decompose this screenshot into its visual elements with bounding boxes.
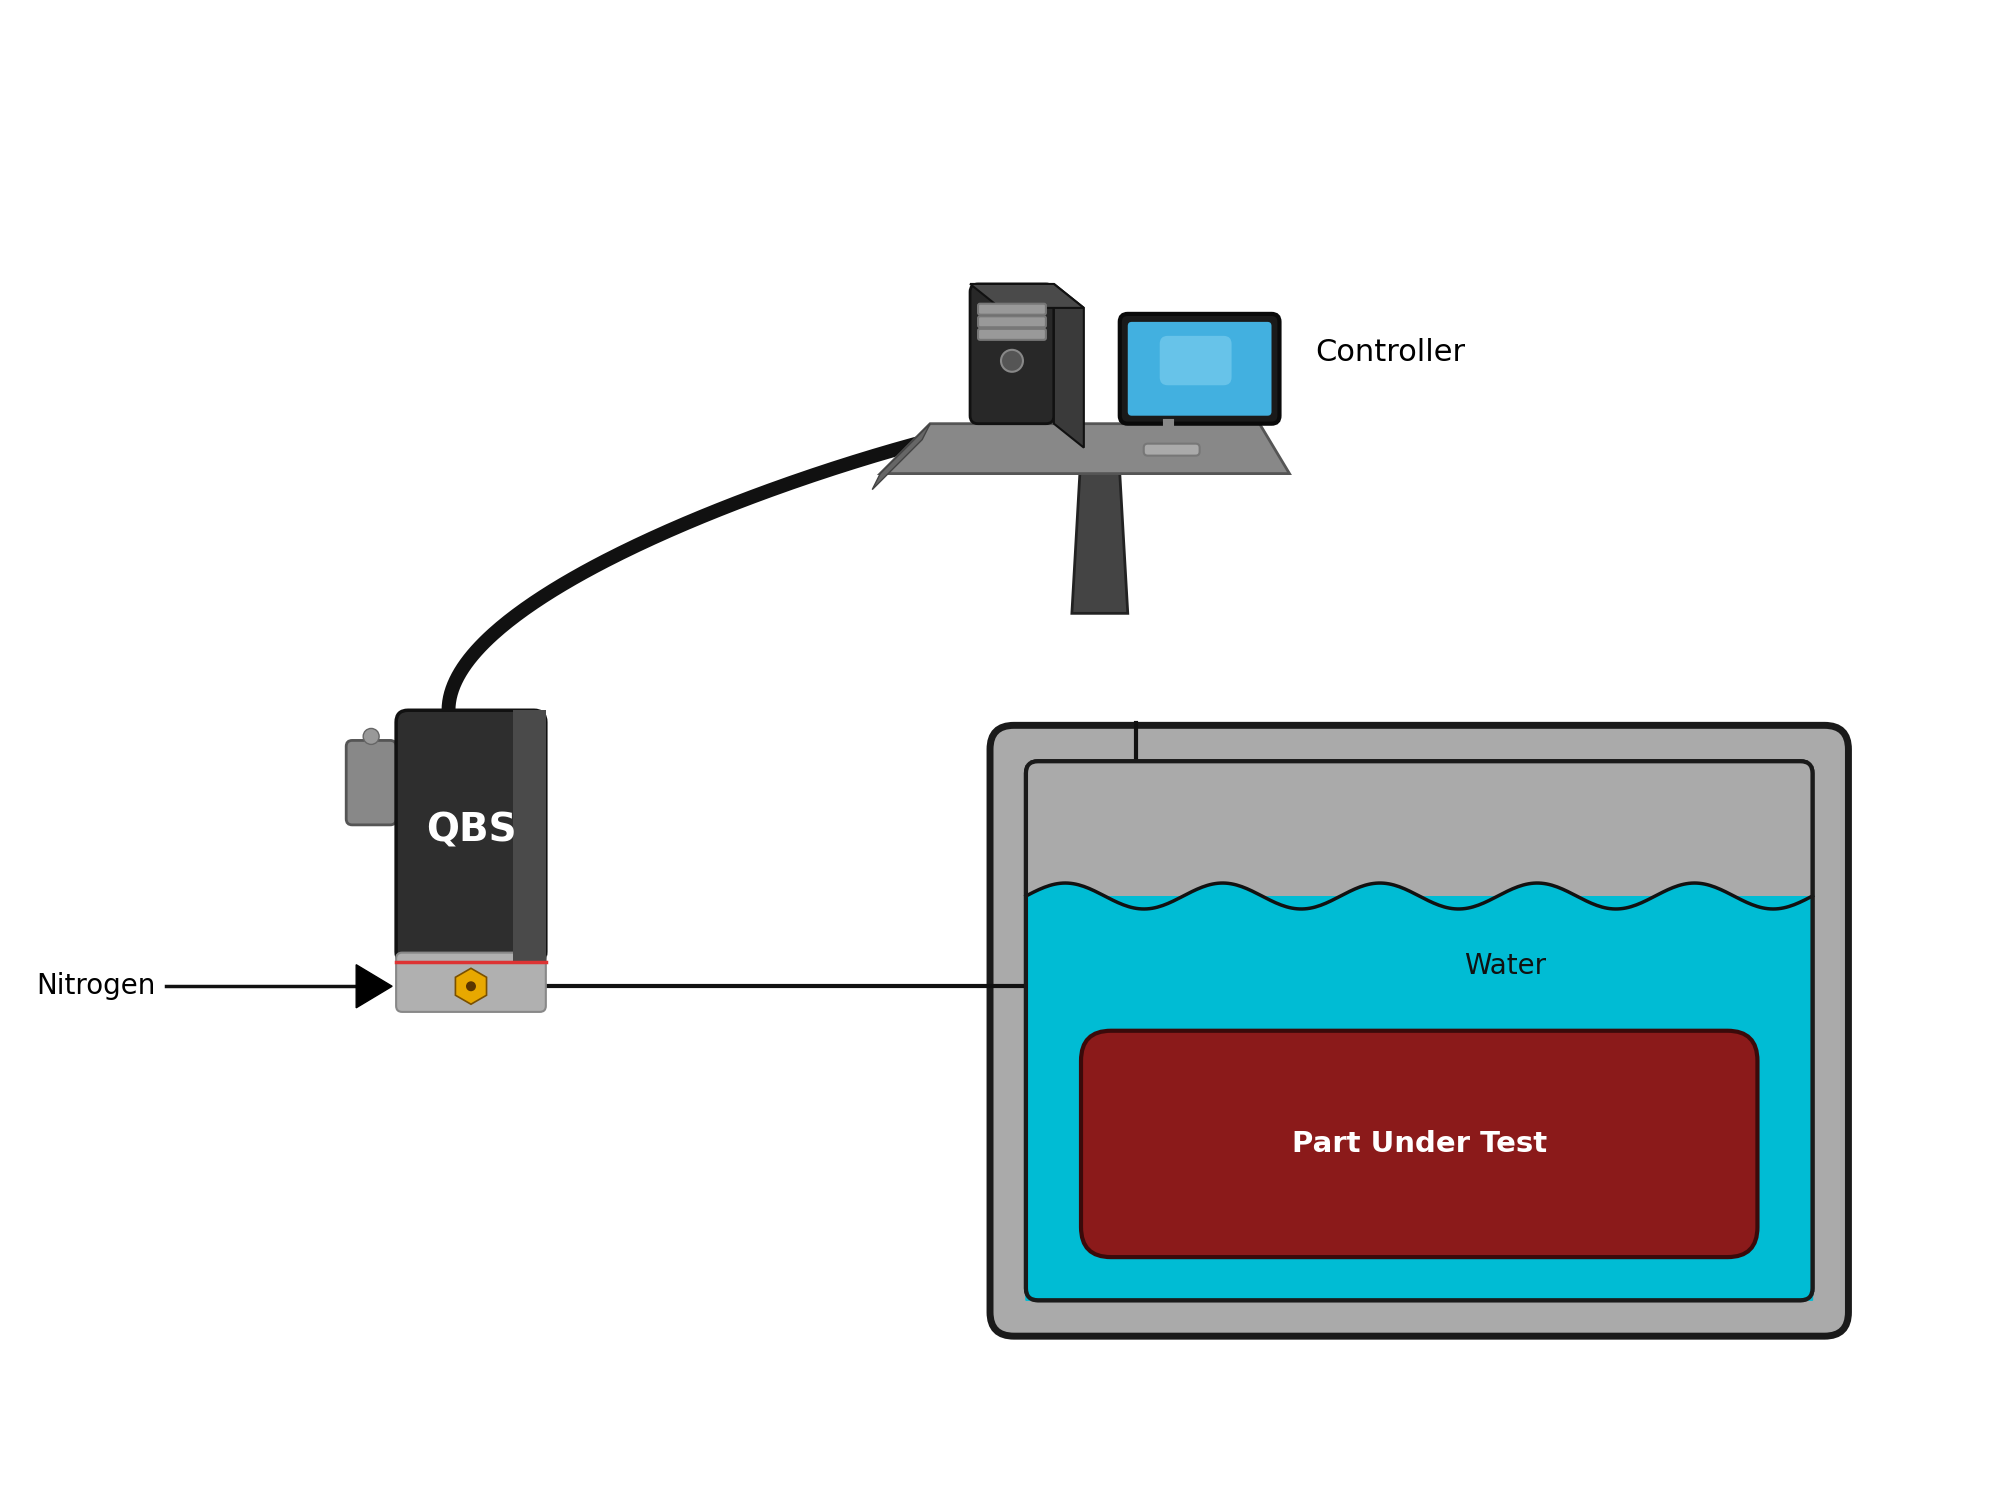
- Bar: [1026, 896, 1812, 1301]
- Text: Controller: Controller: [1316, 338, 1466, 367]
- FancyBboxPatch shape: [990, 725, 1848, 1336]
- Circle shape: [1000, 351, 1022, 372]
- Circle shape: [466, 981, 476, 991]
- Polygon shape: [880, 423, 1290, 473]
- FancyBboxPatch shape: [346, 740, 396, 825]
- Polygon shape: [356, 964, 392, 1008]
- FancyBboxPatch shape: [1026, 762, 1812, 1301]
- Text: Part Under Test: Part Under Test: [1292, 1130, 1546, 1157]
- Text: QBS: QBS: [426, 811, 516, 849]
- FancyBboxPatch shape: [978, 329, 1046, 340]
- FancyBboxPatch shape: [970, 284, 1054, 423]
- Polygon shape: [872, 423, 930, 490]
- Polygon shape: [1072, 473, 1128, 613]
- FancyBboxPatch shape: [1128, 322, 1272, 416]
- Polygon shape: [1026, 882, 1812, 1301]
- FancyBboxPatch shape: [1082, 1031, 1758, 1257]
- FancyBboxPatch shape: [1144, 444, 1200, 456]
- Polygon shape: [456, 969, 486, 1005]
- Text: Nitrogen: Nitrogen: [36, 972, 156, 1000]
- Text: Water: Water: [1464, 952, 1546, 981]
- Circle shape: [364, 728, 380, 745]
- FancyBboxPatch shape: [978, 316, 1046, 328]
- Bar: [512, 710, 546, 964]
- FancyBboxPatch shape: [1120, 314, 1280, 423]
- FancyBboxPatch shape: [396, 952, 546, 1012]
- FancyBboxPatch shape: [396, 710, 546, 964]
- FancyBboxPatch shape: [1160, 335, 1232, 385]
- Polygon shape: [1054, 284, 1084, 447]
- Polygon shape: [970, 284, 1084, 308]
- Bar: [1026, 762, 1812, 896]
- FancyBboxPatch shape: [978, 304, 1046, 314]
